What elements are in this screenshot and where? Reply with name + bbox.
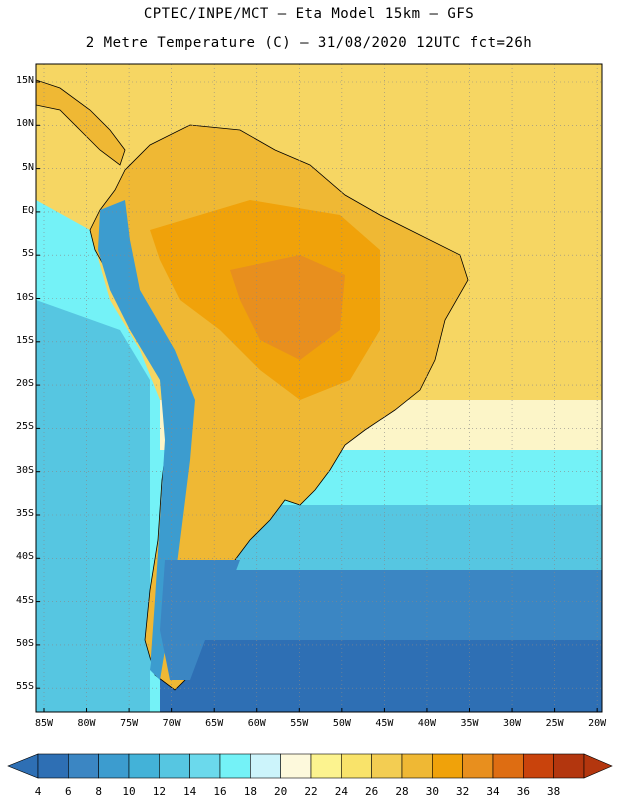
colorbar	[7, 753, 613, 779]
colorbar-label: 28	[395, 785, 409, 798]
latitude-label: 10N	[15, 118, 34, 130]
colorbar-label: 30	[425, 785, 439, 798]
latitude-label: 5S	[21, 248, 34, 260]
colorbar-max-arrow	[583, 753, 613, 779]
colorbar-label: 4	[34, 785, 42, 798]
latitude-label: 15N	[15, 75, 34, 86]
longitude-label: 70W	[162, 718, 181, 729]
colorbar-swatch	[189, 753, 221, 779]
longitude-label: 50W	[332, 718, 351, 729]
longitude-label: 80W	[77, 718, 96, 729]
colorbar-swatch	[37, 753, 69, 779]
latitude-label: 10S	[15, 291, 34, 303]
latitude-label: 20S	[15, 378, 34, 390]
latitude-label: 55S	[15, 681, 34, 693]
colorbar-label: 22	[304, 785, 318, 798]
longitude-label: 25W	[545, 718, 564, 729]
longitude-label: 40W	[417, 718, 436, 729]
colorbar-label: 6	[65, 785, 72, 798]
map-frame	[35, 63, 603, 713]
axis-ticks	[36, 81, 598, 712]
colorbar-label: 16	[213, 785, 227, 798]
colorbar-swatch	[128, 753, 160, 779]
colorbar-swatch	[280, 753, 312, 779]
colorbar-label: 14	[183, 785, 197, 798]
colorbar-swatch	[462, 753, 494, 779]
graticule	[36, 64, 602, 712]
longitude-label: 85W	[34, 718, 54, 729]
colorbar-label: 8	[95, 785, 102, 798]
latitude-label: 15S	[15, 334, 34, 346]
colorbar-swatch	[341, 753, 372, 779]
latitude-label: 50S	[15, 637, 34, 649]
colorbar-swatch	[98, 753, 130, 779]
colorbar-label: 34	[486, 785, 500, 798]
longitude-label: 35W	[460, 718, 479, 729]
central-america-landmass	[36, 79, 126, 166]
longitude-label: 30W	[503, 718, 522, 729]
colorbar-min-arrow	[7, 753, 39, 779]
map-title-line1: CPTEC/INPE/MCT – Eta Model 15km – GFS	[143, 6, 475, 22]
longitude-label: 65W	[205, 718, 224, 729]
colorbar-label: 24	[334, 785, 348, 798]
colorbar-swatch	[371, 753, 403, 779]
colorbar-swatch	[310, 753, 342, 779]
colorbar-swatch	[250, 753, 281, 779]
colorbar-label: 12	[152, 785, 166, 798]
latitude-label: EQ	[21, 204, 34, 216]
colorbar-label: 32	[456, 785, 470, 798]
colorbar-label: 38	[547, 785, 561, 798]
colorbar-label: 10	[122, 785, 136, 798]
patagonia-cold-region	[160, 560, 240, 680]
longitude-label: 45W	[375, 718, 394, 729]
latitude-label: 35S	[15, 508, 34, 519]
colorbar-swatch	[401, 753, 433, 779]
latitude-label: 5N	[21, 161, 34, 173]
longitude-label: 60W	[247, 718, 266, 729]
pacific-colder-water	[36, 300, 150, 712]
longitude-label: 75W	[120, 718, 139, 729]
colorbar-label: 36	[516, 785, 530, 798]
colorbar-swatch	[159, 753, 190, 779]
colorbar-swatch	[523, 753, 554, 779]
latitude-label: 25S	[15, 421, 34, 433]
latitude-label: 30S	[15, 464, 34, 476]
colorbar-swatch	[68, 753, 99, 779]
colorbar-label: 26	[365, 785, 379, 798]
longitude-label: 55W	[290, 718, 309, 729]
latitude-label: 40S	[15, 551, 34, 563]
colorbar-swatch	[219, 753, 251, 779]
longitude-label: 20W	[588, 718, 607, 729]
colorbar-label: 18	[243, 785, 257, 798]
colorbar-swatch	[432, 753, 463, 779]
colorbar-swatch	[492, 753, 524, 779]
colorbar-swatch	[553, 753, 585, 779]
map-title-line2: 2 Metre Temperature (C) – 31/08/2020 12U…	[85, 35, 533, 51]
colorbar-label: 20	[274, 785, 288, 798]
latitude-label: 45S	[15, 594, 34, 606]
mato-grosso-very-hot-core	[230, 255, 345, 360]
